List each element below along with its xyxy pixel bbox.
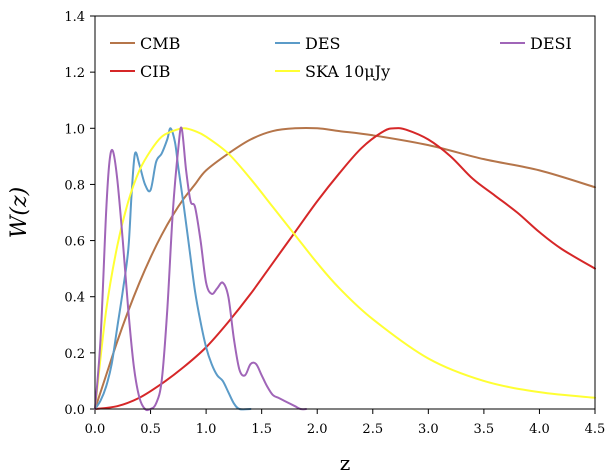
- series-line-cmb: [94, 126, 596, 410]
- x-tick-label: 4.5: [585, 422, 606, 437]
- y-tick-label: 0.8: [64, 178, 85, 193]
- x-tick-label: 1.0: [196, 422, 217, 437]
- x-tick-label: 1.5: [251, 422, 272, 437]
- series-line-desi: [94, 126, 308, 412]
- y-tick-label: 1.4: [64, 10, 85, 25]
- series-line-cib: [94, 127, 596, 410]
- legend-label-cib: CIB: [140, 62, 170, 81]
- series-line-ska-10-jy: [94, 127, 596, 410]
- legend-label-des: DES: [305, 34, 340, 53]
- y-tick-label: 0.6: [64, 235, 85, 250]
- legend-label-cmb: CMB: [140, 34, 180, 53]
- y-tick-label: 0.2: [64, 347, 85, 362]
- y-tick-label: 1.0: [64, 122, 85, 137]
- y-tick-label: 0.0: [64, 403, 85, 418]
- plot-frame: [94, 15, 596, 410]
- legend: CMB CIB DES SKA 10μJy DESI: [110, 34, 572, 81]
- y-axis-label: W(z): [7, 187, 32, 238]
- x-axis-label: z: [340, 451, 351, 474]
- series-line-des: [94, 127, 252, 411]
- x-tick-label: 0.5: [140, 422, 161, 437]
- x-tick-label: 2.5: [362, 422, 383, 437]
- y-tick-label: 0.4: [64, 291, 85, 306]
- x-tick-label: 0.0: [85, 422, 106, 437]
- x-tick-label: 3.0: [418, 422, 439, 437]
- legend-label-ska-10-jy: SKA 10μJy: [305, 62, 390, 81]
- x-tick-label: 2.0: [307, 422, 328, 437]
- x-tick-label: 4.0: [529, 422, 550, 437]
- y-tick-label: 1.2: [64, 66, 85, 81]
- legend-label-desi: DESI: [530, 34, 572, 53]
- axis-ticks: 0.0 0.5 1.0 1.5 2.0 2.5 3.0 3.5 4.0 4.5 0.0 0.2 0.4 0…: [64, 10, 605, 437]
- x-tick-label: 3.5: [474, 422, 495, 437]
- series-lines: [94, 126, 596, 412]
